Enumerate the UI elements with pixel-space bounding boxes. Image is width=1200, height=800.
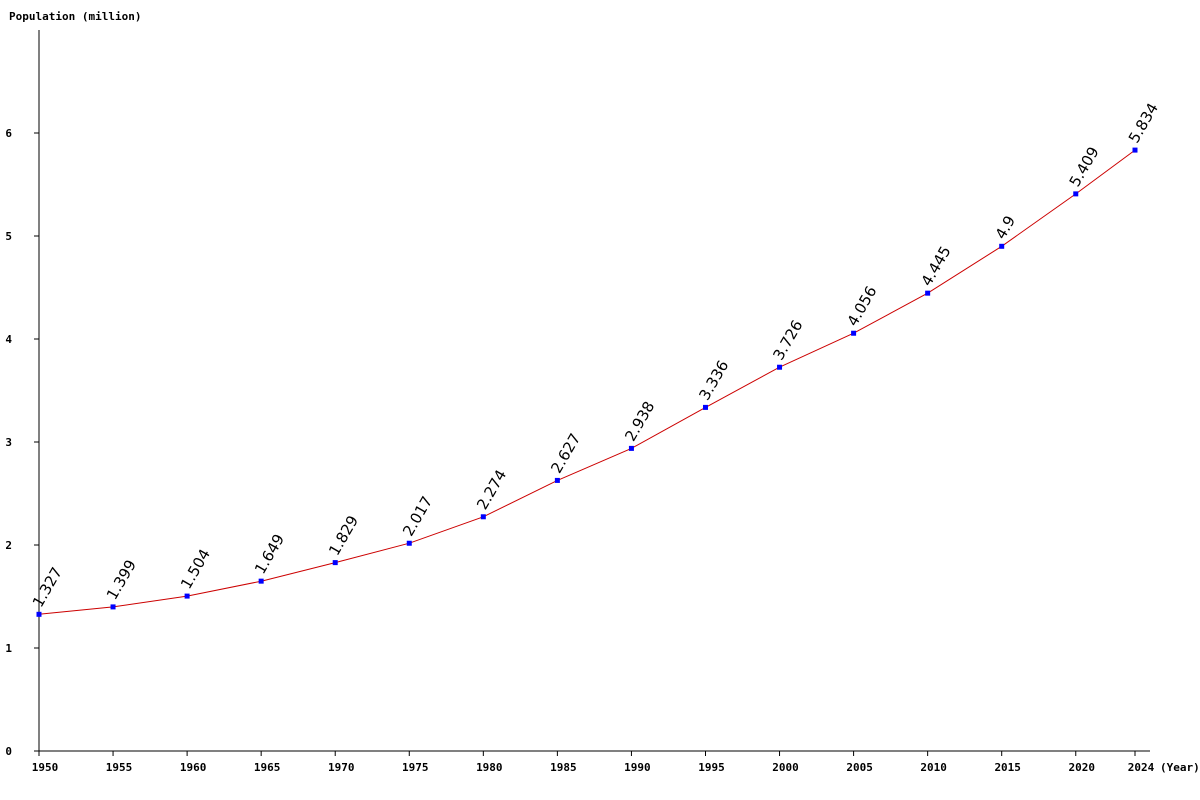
data-point-marker bbox=[184, 593, 190, 599]
x-tick-label: 2020 bbox=[1069, 761, 1096, 774]
data-value-labels: 1.327 1.399 1.504 1.649 1.829 2.0172.2742.627… bbox=[29, 100, 1162, 610]
x-tick-label: 1970 bbox=[328, 761, 355, 774]
x-tick-label: 1975 bbox=[402, 761, 429, 774]
data-point-marker bbox=[1132, 147, 1138, 153]
x-tick-label: 2005 bbox=[846, 761, 873, 774]
data-value-label: 3.726 bbox=[769, 317, 806, 363]
data-point-marker bbox=[925, 290, 931, 296]
data-value-label: 1.327 bbox=[29, 564, 66, 610]
data-point-marker bbox=[628, 445, 634, 451]
data-value-label: 2.017 bbox=[399, 493, 436, 539]
x-tick-label: 2024 bbox=[1128, 761, 1155, 774]
data-value-label: 2.627 bbox=[547, 430, 584, 476]
data-point-marker bbox=[258, 578, 264, 584]
x-tick-label: 1955 bbox=[106, 761, 133, 774]
data-point-marker bbox=[554, 477, 560, 483]
y-tick-label: 3 bbox=[5, 436, 12, 449]
x-tick-label: 2015 bbox=[994, 761, 1021, 774]
data-point-marker bbox=[406, 540, 412, 546]
data-point-marker bbox=[110, 604, 116, 610]
y-tick-label: 0 bbox=[5, 745, 12, 758]
data-point-marker bbox=[851, 330, 857, 336]
x-tick-label: 2000 bbox=[772, 761, 799, 774]
y-tick-label: 5 bbox=[5, 230, 12, 243]
data-value-label: 1.829 bbox=[325, 512, 362, 558]
data-value-label: 2.938 bbox=[621, 398, 658, 444]
data-point-marker bbox=[332, 560, 338, 566]
x-tick-label: 1980 bbox=[476, 761, 503, 774]
data-value-label: 4.056 bbox=[843, 283, 880, 329]
x-tick-label: 1965 bbox=[254, 761, 281, 774]
data-value-label: 1.649 bbox=[251, 531, 288, 577]
x-axis-title: (Year) bbox=[1160, 761, 1200, 774]
y-tick-label: 4 bbox=[5, 333, 12, 346]
x-tick-label: 1985 bbox=[550, 761, 577, 774]
x-tick-label: 2010 bbox=[920, 761, 947, 774]
data-point-marker bbox=[1073, 191, 1079, 197]
data-value-label: 5.834 bbox=[1125, 100, 1162, 146]
data-value-label: 4.9 bbox=[992, 213, 1020, 243]
data-point-markers bbox=[36, 147, 1138, 617]
data-point-marker bbox=[702, 404, 708, 410]
x-tick-label: 1990 bbox=[624, 761, 651, 774]
y-tick-label: 1 bbox=[5, 642, 12, 655]
data-value-label: 1.504 bbox=[177, 546, 214, 592]
data-value-label: 4.445 bbox=[918, 243, 955, 289]
x-axis-ticks: 1950 1955 1960 1965 1970 1975 1980 1985 1990 1995… bbox=[32, 751, 1155, 774]
data-value-label: 5.409 bbox=[1066, 144, 1103, 190]
data-point-marker bbox=[480, 514, 486, 520]
population-series-line bbox=[38, 149, 1136, 615]
y-tick-label: 2 bbox=[5, 539, 12, 552]
x-tick-label: 1950 bbox=[32, 761, 59, 774]
data-value-label: 1.399 bbox=[103, 557, 140, 603]
y-axis-ticks: 0 1 2 3 4 5 6 bbox=[5, 127, 39, 758]
y-axis-title: Population (million) bbox=[9, 10, 141, 23]
x-tick-label: 1995 bbox=[698, 761, 725, 774]
data-point-marker bbox=[777, 364, 783, 370]
y-tick-label: 6 bbox=[5, 127, 12, 140]
data-point-marker bbox=[999, 243, 1005, 249]
x-tick-label: 1960 bbox=[180, 761, 207, 774]
data-point-marker bbox=[36, 611, 42, 617]
data-value-label: 3.336 bbox=[695, 357, 732, 403]
